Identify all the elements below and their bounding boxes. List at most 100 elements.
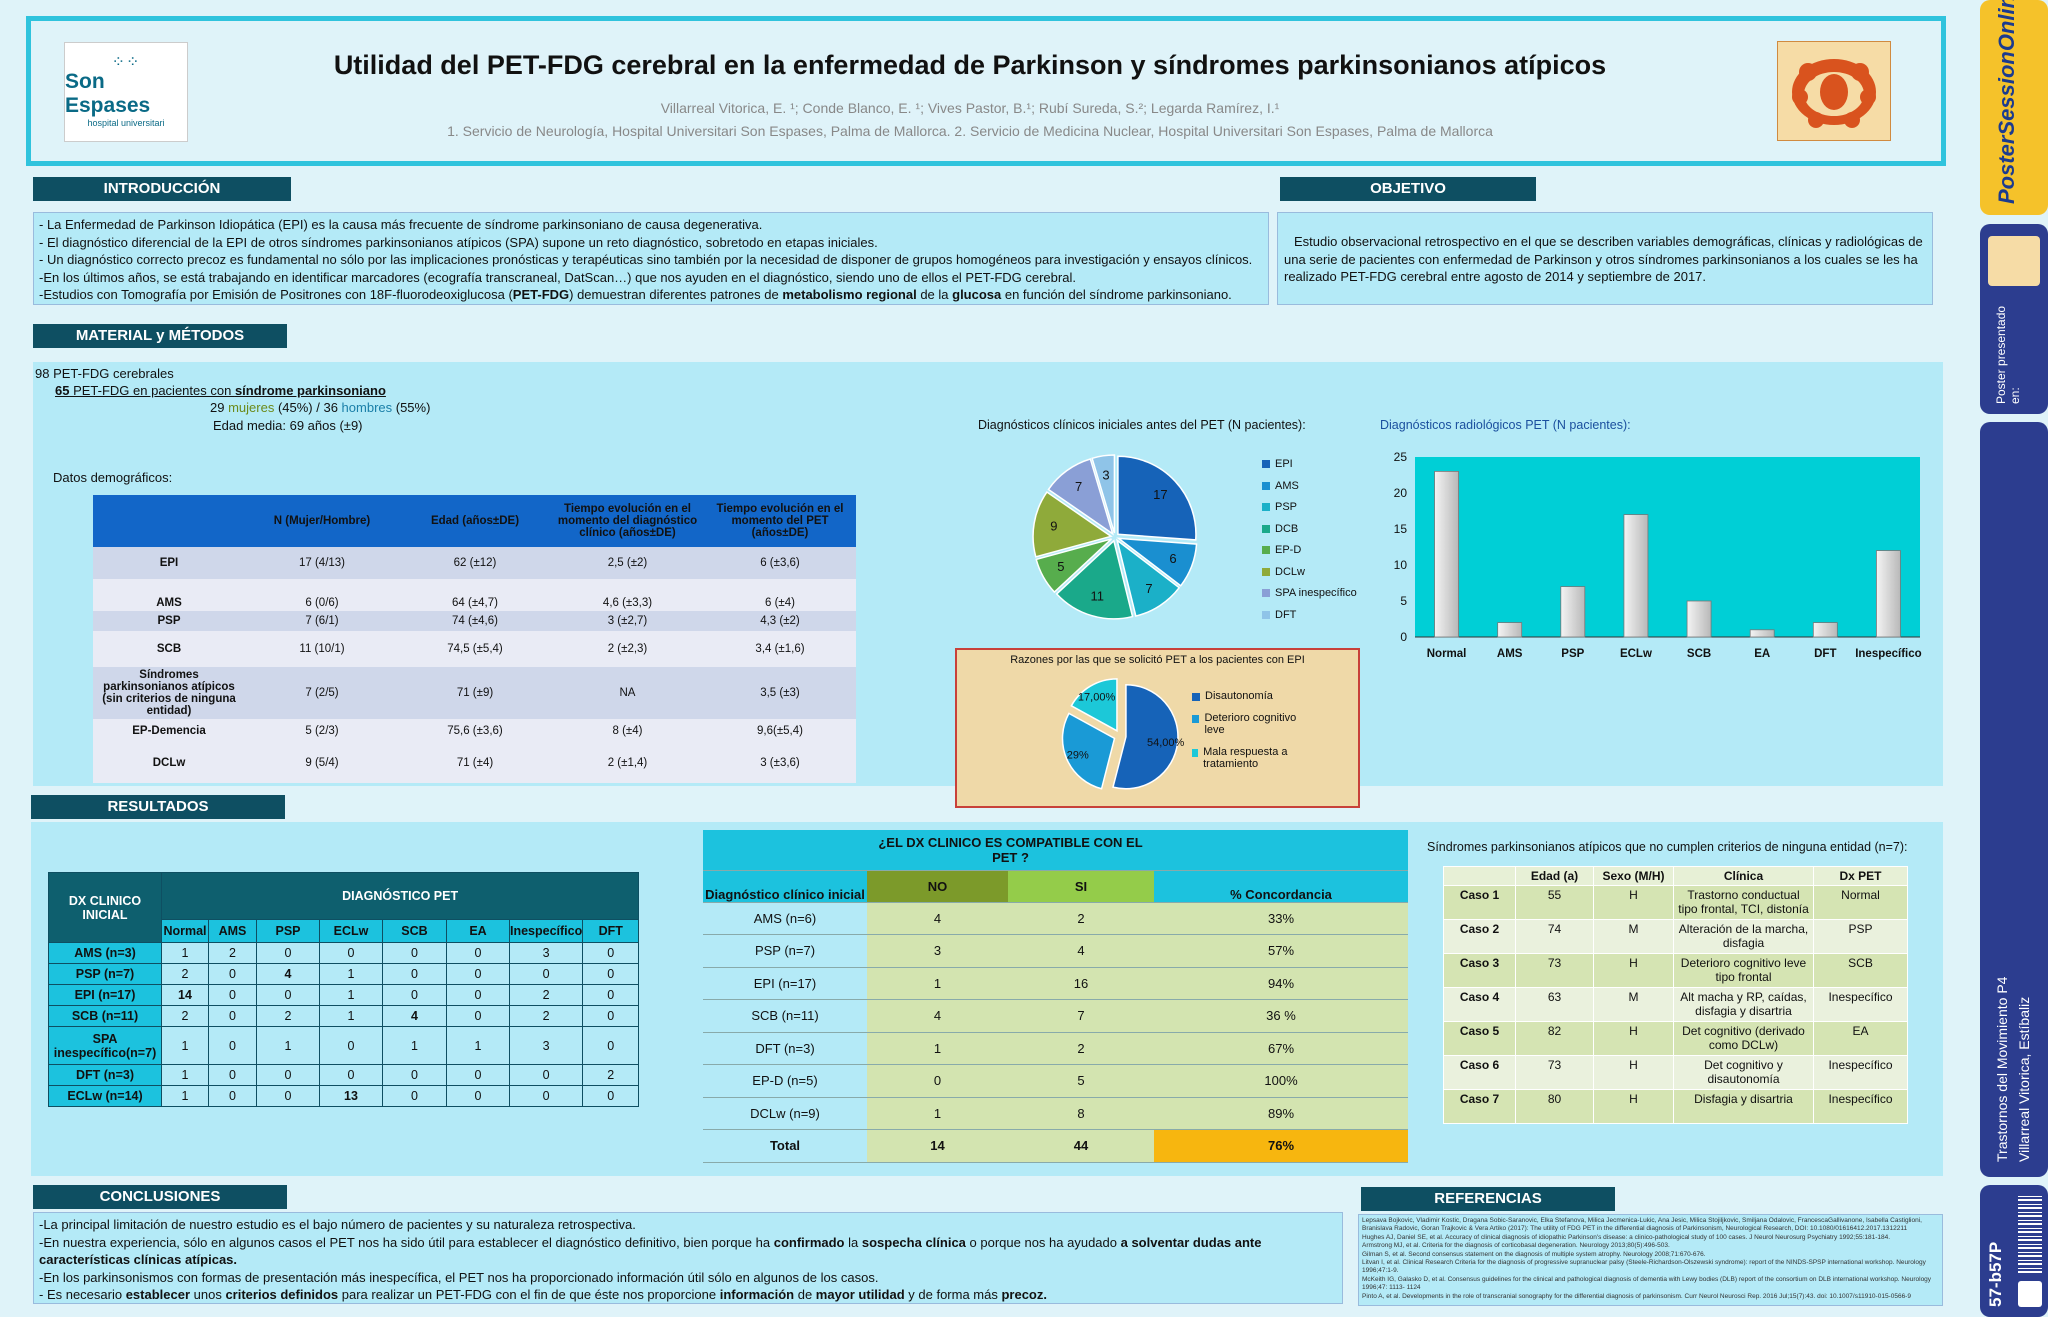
bar <box>1497 622 1523 638</box>
logo-dots-icon: ⁘⁘ <box>111 54 141 71</box>
legend-swatch <box>1262 524 1270 533</box>
intro-line: -En los últimos años, se está trabajando… <box>39 269 1076 285</box>
x-tick-label: AMS <box>1497 648 1523 660</box>
pie-label: 7 <box>1145 581 1152 596</box>
poster-authors: Villarreal Vitorica, E. ¹; Conde Blanco,… <box>660 100 1280 116</box>
x-tick-label: PSP <box>1561 648 1584 660</box>
legend-swatch <box>1192 749 1199 757</box>
pie-label: 11 <box>1091 588 1105 603</box>
referencias-panel: Lepsava Bojkovic, Vladimir Kostic, Draga… <box>1358 1214 1943 1306</box>
y-tick-label: 25 <box>1394 450 1408 464</box>
pie-slice <box>1112 684 1179 790</box>
x-tick-label: EA <box>1754 648 1770 660</box>
sidebar-presented: Poster presentado en: <box>1994 305 2022 404</box>
poster-affiliation: 1. Servicio de Neurología, Hospital Univ… <box>447 123 1493 139</box>
x-tick-label: SCB <box>1687 648 1711 660</box>
pie-label: 7 <box>1075 479 1082 494</box>
legend-item: AMS <box>1262 480 1357 492</box>
concl-line: - Es necesario establecer unos criterios… <box>39 1287 1047 1302</box>
society-logo-icon <box>2018 1281 2042 1307</box>
plot-area <box>1415 457 1920 637</box>
brain-logo <box>1777 41 1891 141</box>
legend-item: Disautonomía <box>1192 690 1312 702</box>
intro-line: - El diagnóstico diferencial de la EPI d… <box>39 234 878 250</box>
sidebar-brand-panel: PosterSessionOnline <box>1980 0 2048 215</box>
table-row: SCB 11 (10/1) 74,5 (±5,4) 2 (±2,3) 3,4 (±1,6… <box>93 631 856 667</box>
table-row: DCLw (n=9) 1 8 89% <box>703 1097 1408 1130</box>
intro-heading: INTRODUCCIÓN <box>33 177 291 201</box>
objetivo-heading: OBJETIVO <box>1280 177 1536 201</box>
pie-label: 3 <box>1102 468 1109 483</box>
intro-line: -Estudios con Tomografía por Emisión de … <box>39 287 1232 302</box>
cases-table: Edad (a) Sexo (M/H) Clínica Dx PET Caso … <box>1443 866 1908 1124</box>
table-row: Total 14 44 76% <box>703 1129 1408 1163</box>
cases-title: Síndromes parkinsonianos atípicos que no… <box>1427 840 1908 854</box>
legend-label: Disautonomía <box>1205 690 1273 702</box>
pie-label: 17 <box>1153 487 1167 502</box>
legend-label: PSP <box>1275 501 1298 513</box>
legend-label: SPA inespecífico <box>1275 587 1357 599</box>
table-row: DFT (n=3) 1 2 67% <box>703 1032 1408 1065</box>
metodos-heading: MATERIAL y MÉTODOS <box>33 324 287 348</box>
intro-panel: - La Enfermedad de Parkinson Idiopática … <box>33 212 1269 305</box>
reference-line: 1996;47: 1113- 1124 <box>1362 1284 1421 1292</box>
pie-slice <box>1032 490 1113 558</box>
objetivo-text: Estudio observacional retrospectivo en e… <box>1284 234 1923 284</box>
legend-swatch <box>1192 715 1200 723</box>
reasons-pie-chart: 54,00% 29% 17,00% <box>1061 678 1185 790</box>
table-row: SCB (n=11) 2 0 2 1 4 0 2 0 <box>48 1005 640 1027</box>
legend-label: AMS <box>1275 479 1299 492</box>
pie-label: 6 <box>1169 551 1176 566</box>
table-row: Síndromes parkinsonianos atípicos (sin c… <box>93 667 856 719</box>
table-row: AMS (n=6) 4 2 33% <box>703 902 1408 935</box>
legend-item: Mala respuesta a tratamiento <box>1192 746 1312 770</box>
logo-subtitle: hospital universitari <box>87 118 165 128</box>
table-row: ECLw (n=14) 1 0 0 13 0 0 0 0 <box>48 1085 640 1107</box>
pie-slice <box>1117 455 1197 541</box>
legend-item: Deterioro cognitivo leve <box>1192 712 1312 736</box>
pie-slice <box>1055 539 1134 620</box>
reference-line: Gilman S, et al. Second consensus statem… <box>1362 1250 1706 1258</box>
pie1-title: Diagnósticos clínicos iniciales antes de… <box>978 418 1306 432</box>
bar <box>1560 586 1586 638</box>
y-tick-label: 15 <box>1394 522 1408 536</box>
sidebar-code-panel: 57-b57P <box>1980 1185 2048 1317</box>
legend-item: EP-D <box>1262 544 1357 556</box>
pie-slice <box>1070 678 1118 733</box>
metodos-age: Edad media: 69 años (±9) <box>213 418 363 433</box>
legend-swatch <box>1262 546 1270 554</box>
reference-line: Lepsava Bojkovic, Vladimir Kostic, Draga… <box>1362 1217 1922 1224</box>
pie-label: 54,00% <box>1147 737 1185 749</box>
legend-item: SPA inespecífico <box>1262 587 1357 599</box>
pie-slice <box>1035 538 1113 594</box>
table-row: SCB (n=11) 4 7 36 % <box>703 999 1408 1033</box>
pie-label: 9 <box>1050 519 1057 534</box>
legend-item: DCB <box>1262 523 1357 535</box>
x-tick-label: ECLw <box>1620 648 1652 660</box>
legend-item: DCLw <box>1262 566 1357 578</box>
sidebar-presented-panel: Poster presentado en: <box>1980 224 2048 414</box>
concl-line: -En los parkinsonismos con formas de pre… <box>39 1269 879 1285</box>
legend-label: DFT <box>1275 608 1297 621</box>
reference-line: Branislava Radovic, Goran Trajkovic & Ve… <box>1362 1225 1908 1233</box>
bar <box>1686 600 1712 638</box>
pie-slice <box>1047 458 1114 536</box>
bar <box>1434 470 1459 638</box>
reference-line: Armstrong MJ, et al. Criteria for the di… <box>1362 1242 1670 1250</box>
metodos-sex: 29 mujeres (45%) / 36 hombres (55%) <box>210 400 431 415</box>
poster-header <box>26 16 1946 166</box>
y-tick-label: 5 <box>1400 594 1407 608</box>
pie-slice <box>1115 538 1181 617</box>
y-tick-label: 0 <box>1400 630 1407 644</box>
sidebar-mini-logo <box>1988 236 2040 286</box>
table-row: DFT (n=3) 1 0 0 0 0 0 0 2 <box>48 1064 640 1086</box>
y-tick-label: 20 <box>1394 486 1408 500</box>
sidebar-code: 57-b57P <box>1986 1241 2005 1307</box>
reference-line: McKeith IG, Galasko D, et al. Consensus … <box>1362 1275 1932 1283</box>
reference-line: Litvan I, et al. Clinical Research Crite… <box>1362 1259 1926 1267</box>
conclusiones-panel: -La principal limitación de nuestro estu… <box>33 1212 1343 1304</box>
legend-swatch <box>1262 503 1270 511</box>
barcode-icon <box>2018 1193 2042 1273</box>
x-tick-label: Normal <box>1427 648 1467 660</box>
reference-line: Hughes AJ, Daniel SE, et al. Accuracy of… <box>1362 1233 1891 1241</box>
